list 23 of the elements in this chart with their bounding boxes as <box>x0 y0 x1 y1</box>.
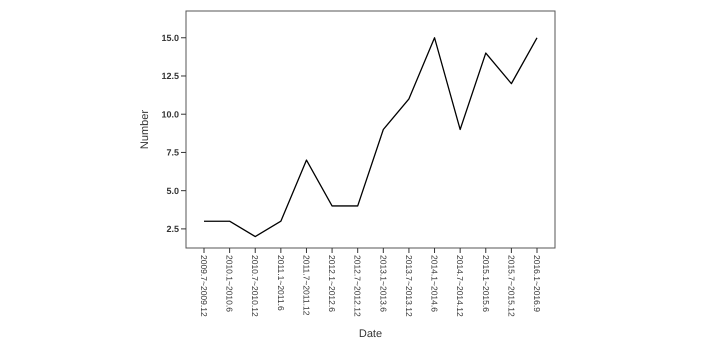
x-tick-label: 2009.7~2009.12 <box>199 255 209 317</box>
y-tick-label: 2.5 <box>166 224 179 234</box>
x-tick-label: 2011.1~2011.6 <box>276 255 286 311</box>
y-tick-label: 12.5 <box>161 71 179 82</box>
x-tick-label: 2012.7~2012.12 <box>352 255 363 317</box>
y-tick-label: 5.0 <box>166 186 179 196</box>
line-series <box>203 37 538 238</box>
x-tick-label: 2015.7~2015.12 <box>506 255 516 317</box>
x-tick-label: 2014.7~2014.12 <box>455 255 466 317</box>
y-tick-label: 7.5 <box>166 148 179 158</box>
x-tick-label: 2013.7~2013.12 <box>404 255 414 317</box>
x-tick-label: 2010.1~2010.6 <box>224 255 235 312</box>
x-tick-label: 2016.1~2016.9 <box>532 255 542 312</box>
x-tick-label: 2011.7~2011.12 <box>301 255 312 316</box>
y-axis-title: Number <box>139 110 151 150</box>
x-tick-label: 2014.1~2014.6 <box>430 255 440 312</box>
y-tick-label: 10.0 <box>161 109 179 120</box>
y-tick-label: 15.0 <box>161 32 179 43</box>
x-tick-label: 2015.1~2015.6 <box>480 255 491 312</box>
x-tick-label: 2012.1~2012.6 <box>327 255 338 312</box>
x-axis-title: Date <box>358 328 382 340</box>
x-tick-label: 2010.7~2010.12 <box>250 255 260 317</box>
x-tick-label: 2013.1~2013.6 <box>378 255 388 312</box>
